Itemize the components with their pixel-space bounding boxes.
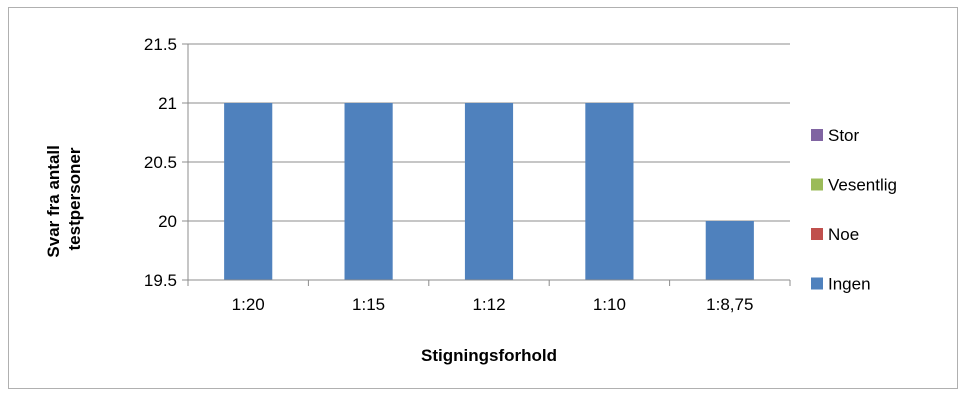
legend-label-stor: Stor [828, 126, 860, 145]
legend-label-vesentlig: Vesentlig [828, 176, 897, 195]
bar-ingen [705, 221, 754, 280]
y-tick-label: 21.5 [144, 35, 177, 54]
y-tick-label: 20 [158, 212, 177, 231]
legend-label-noe: Noe [828, 225, 859, 244]
legend-label-ingen: Ingen [828, 275, 871, 294]
legend-swatch-vesentlig [811, 178, 823, 191]
y-axis-title: Svar fra antall testpersoner [44, 140, 84, 257]
bar-ingen [224, 103, 273, 280]
y-axis-title-line-2: testpersoner [65, 147, 84, 250]
legend-swatch-noe [811, 228, 823, 240]
y-axis-title-line-1: Svar fra antall [44, 145, 63, 257]
legend-swatch-ingen [811, 277, 823, 290]
bar-ingen [344, 103, 393, 280]
chart-frame: 19.5 20 20.5 21 21.5 1:20 1:15 1:12 1:10 1:8,75 … [8, 7, 958, 389]
y-tick-label: 21 [158, 94, 177, 113]
x-tick-label: 1:20 [232, 295, 265, 314]
bars [224, 103, 754, 280]
x-tick-labels: 1:20 1:15 1:12 1:10 1:8,75 [187, 280, 791, 314]
x-axis-title: Stigningsforhold [421, 346, 557, 365]
bar-ingen [464, 103, 514, 280]
y-tick-label: 20.5 [144, 153, 177, 172]
x-tick-label: 1:12 [472, 295, 505, 314]
legend: Stor Vesentlig Noe Ingen [811, 126, 897, 294]
x-tick-label: 1:10 [593, 295, 626, 314]
y-tick-labels: 19.5 20 20.5 21 21.5 [144, 35, 188, 290]
bar-ingen [585, 103, 634, 280]
legend-swatch-stor [811, 129, 823, 141]
x-tick-label: 1:15 [352, 295, 385, 314]
x-tick-label: 1:8,75 [706, 295, 753, 314]
y-tick-label: 19.5 [144, 271, 177, 290]
